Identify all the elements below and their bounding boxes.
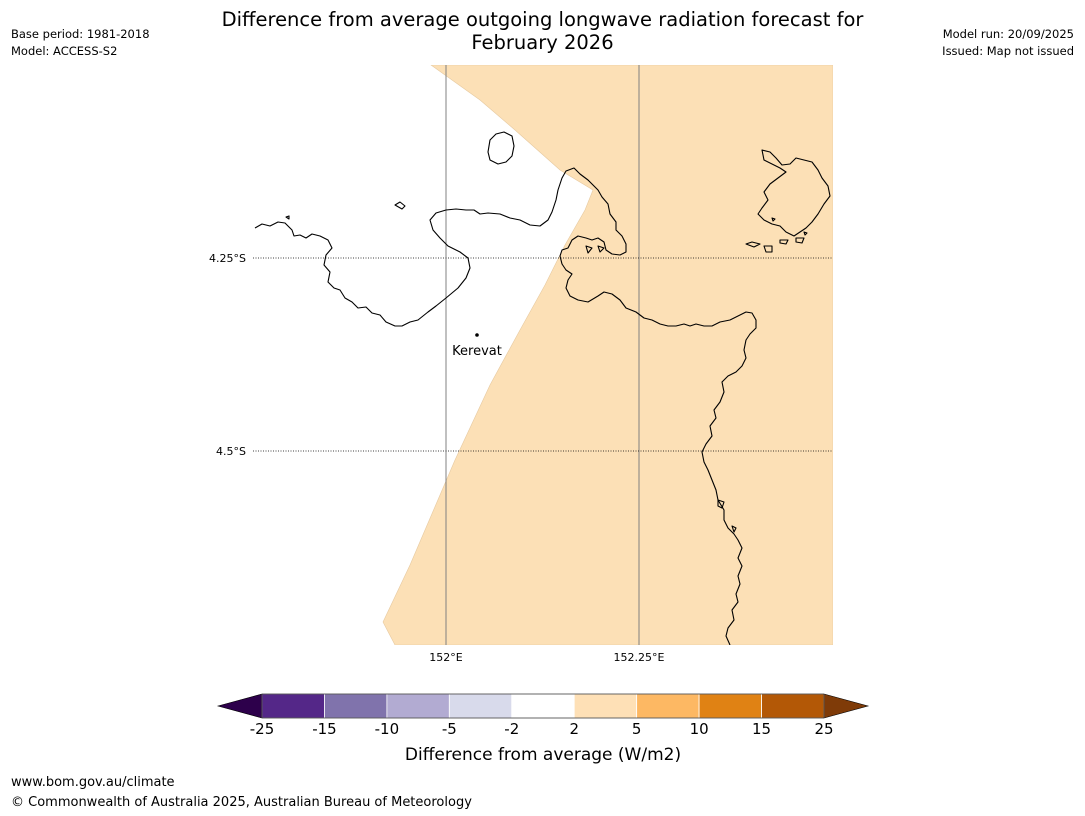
issued-text: Issued: Map not issued bbox=[942, 44, 1074, 58]
coastline-islet-4 bbox=[763, 245, 773, 253]
lon-label-152-25: 152.25°E bbox=[614, 651, 665, 664]
colorbar-tick-label: -10 bbox=[374, 720, 400, 738]
model-text: Model: ACCESS-S2 bbox=[11, 44, 118, 58]
metadata-right: Model run: 20/09/2025 Issued: Map not is… bbox=[942, 26, 1074, 60]
coastline-islet-7 bbox=[585, 245, 593, 254]
lat-label-4-25: 4.25°S bbox=[209, 252, 246, 265]
colorbar-tick-label: -2 bbox=[504, 720, 520, 738]
lon-label-152: 152°E bbox=[429, 651, 462, 664]
map-title-line2: February 2026 bbox=[471, 31, 614, 54]
colorbar-segment bbox=[573, 693, 638, 719]
place-marker-dot-icon bbox=[475, 333, 479, 337]
colorbar-tick-label: -15 bbox=[312, 720, 337, 738]
map-title-line1: Difference from average outgoing longwav… bbox=[221, 8, 864, 31]
colorbar-tick-label: -25 bbox=[249, 720, 275, 738]
colorbar-over-arrow bbox=[823, 693, 870, 719]
colorbar-tick-label: 5 bbox=[631, 720, 642, 738]
coastline-islet-2 bbox=[285, 215, 290, 220]
coastline-islet-8 bbox=[597, 245, 605, 253]
place-label-kerevat: Kerevat bbox=[452, 344, 502, 359]
coastline-islet-11 bbox=[771, 217, 776, 222]
anomaly-fill-region bbox=[382, 65, 833, 645]
coastline bbox=[254, 131, 831, 645]
colorbar-title: Difference from average (W/m2) bbox=[404, 745, 682, 765]
metadata-left: Base period: 1981-2018 Model: ACCESS-S2 bbox=[11, 26, 150, 60]
coastline-duke-of-york-islands bbox=[757, 149, 831, 237]
coastline-islet-6 bbox=[795, 237, 805, 244]
colorbar-segment bbox=[386, 693, 450, 719]
coastline-islet-1 bbox=[394, 201, 406, 210]
model-run-text: Model run: 20/09/2025 bbox=[942, 27, 1074, 41]
colorbar-segment bbox=[636, 693, 700, 719]
colorbar bbox=[216, 693, 870, 719]
colorbar-tick-label: 2 bbox=[569, 720, 579, 738]
colorbar-under-arrow bbox=[216, 693, 263, 719]
coastline-islet-9 bbox=[717, 499, 725, 509]
coastline-main-west bbox=[254, 167, 757, 645]
footer-copyright: © Commonwealth of Australia 2025, Austra… bbox=[11, 795, 472, 810]
colorbar-tick-label: 25 bbox=[814, 720, 834, 738]
colorbar-segment bbox=[261, 693, 325, 719]
colorbar-segment bbox=[448, 693, 513, 719]
footer-url[interactable]: www.bom.gov.au/climate bbox=[11, 775, 175, 790]
colorbar-segment bbox=[511, 693, 575, 719]
lat-label-4-5: 4.5°S bbox=[216, 445, 246, 458]
colorbar-tick-label: 10 bbox=[689, 720, 709, 738]
coastline-islet-5 bbox=[779, 239, 789, 245]
colorbar-segment bbox=[324, 693, 388, 719]
colorbar-frame bbox=[261, 693, 825, 719]
coastline-islet-10 bbox=[731, 525, 737, 533]
base-period-text: Base period: 1981-2018 bbox=[11, 27, 150, 41]
colorbar-tick-label: -5 bbox=[441, 720, 457, 738]
colorbar-segment bbox=[698, 693, 762, 719]
coastline-islet-3 bbox=[745, 241, 761, 248]
coastline-islet-12 bbox=[803, 231, 808, 236]
map-area bbox=[253, 65, 833, 645]
coastline-watom-island bbox=[487, 131, 515, 165]
colorbar-segment bbox=[761, 693, 825, 719]
colorbar-tick-label: 15 bbox=[752, 720, 772, 738]
map-title: Difference from average outgoing longwav… bbox=[170, 8, 915, 54]
